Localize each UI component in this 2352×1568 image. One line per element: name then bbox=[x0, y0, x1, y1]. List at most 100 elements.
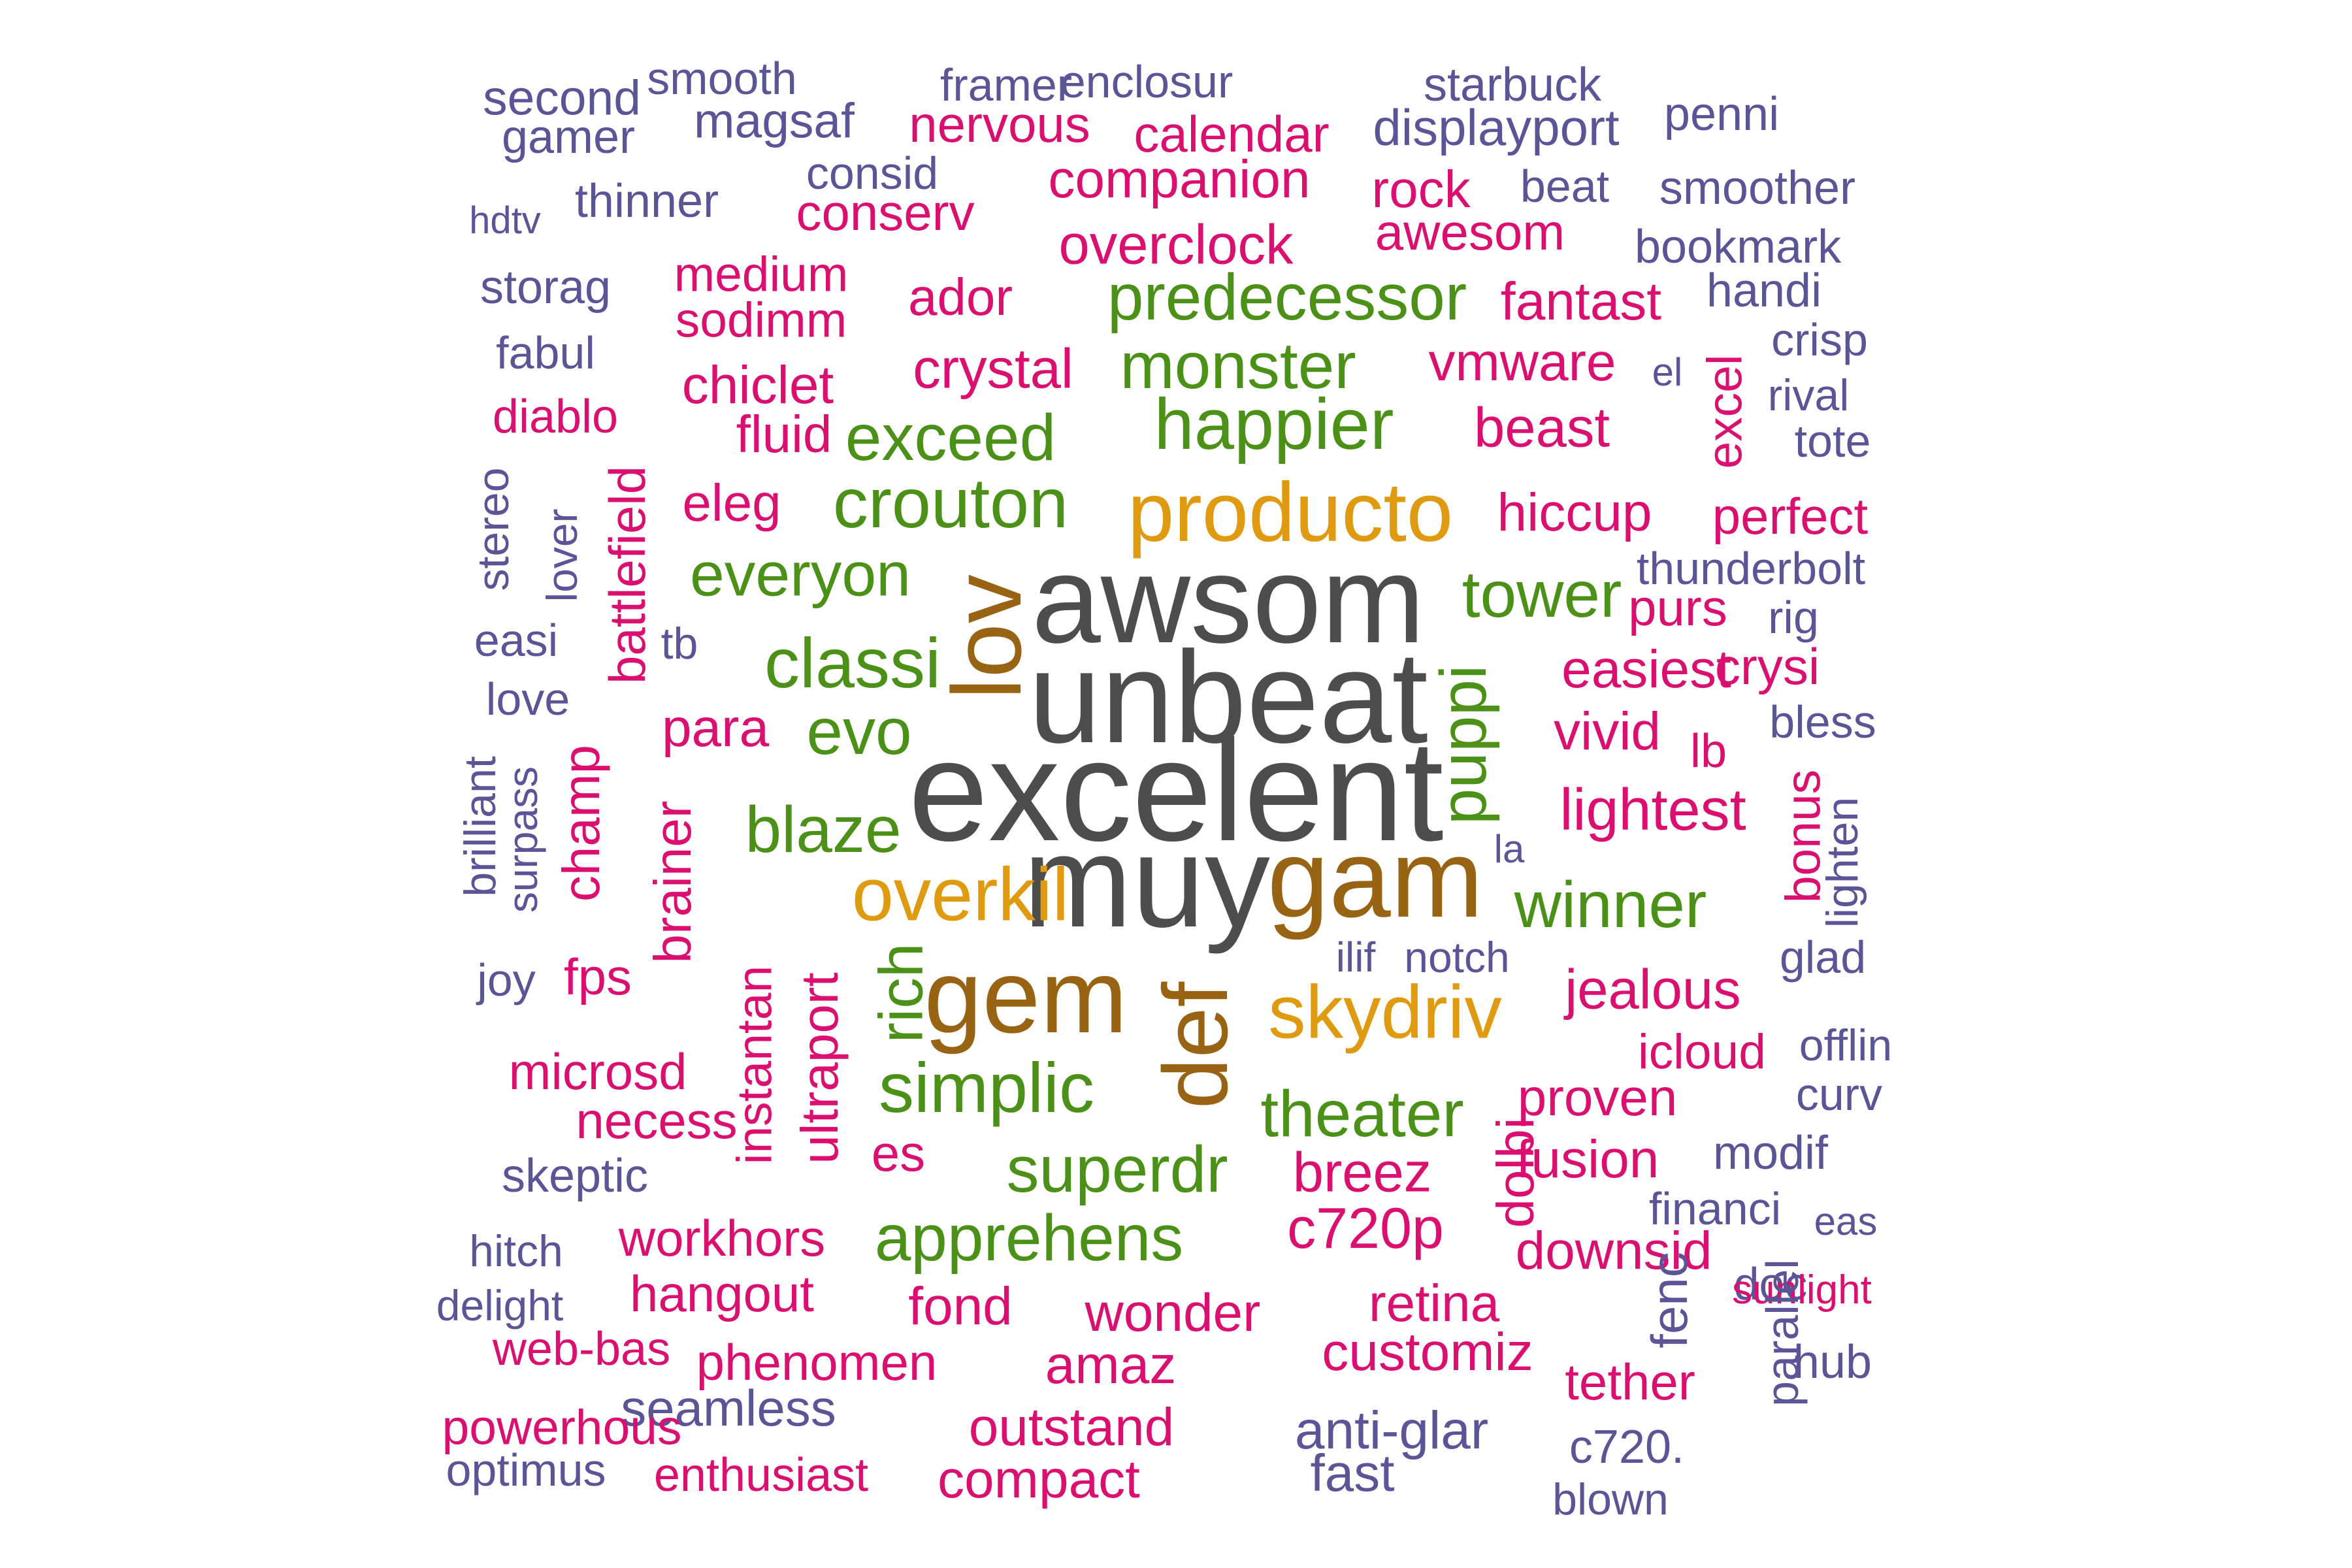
cloud-word: thinner bbox=[574, 175, 719, 227]
cloud-word: phenomen bbox=[696, 1333, 938, 1391]
cloud-word: offlin bbox=[1799, 1021, 1893, 1070]
cloud-word: para bbox=[661, 698, 770, 758]
cloud-word: everyon bbox=[690, 540, 911, 610]
cloud-word: battlefield bbox=[598, 466, 656, 684]
cloud-word: tether bbox=[1565, 1353, 1695, 1411]
cloud-word: stereo bbox=[468, 467, 518, 591]
cloud-word: fps bbox=[563, 948, 632, 1005]
cloud-word: second bbox=[483, 70, 641, 125]
cloud-word: enthusiast bbox=[653, 1449, 869, 1501]
cloud-word: conserv bbox=[796, 184, 975, 241]
cloud-word: hitch bbox=[469, 1226, 563, 1276]
cloud-word: starbuck bbox=[1423, 59, 1602, 111]
cloud-word: vivid bbox=[1553, 702, 1661, 761]
cloud-word: tb bbox=[661, 619, 698, 668]
cloud-word: crysi bbox=[1714, 638, 1820, 695]
cloud-word: anti-glar bbox=[1294, 1401, 1489, 1460]
cloud-word: sunlight bbox=[1732, 1267, 1872, 1313]
cloud-word: compact bbox=[938, 1450, 1140, 1509]
cloud-word: exceed bbox=[845, 401, 1056, 474]
cloud-word: lightest bbox=[1560, 777, 1746, 843]
cloud-word: gamer bbox=[501, 111, 636, 163]
cloud-word: la bbox=[1494, 827, 1525, 871]
cloud-word: fusion bbox=[1516, 1130, 1659, 1189]
cloud-word: easiest bbox=[1561, 640, 1731, 699]
cloud-word: sodimm bbox=[675, 292, 847, 348]
cloud-word: jealous bbox=[1565, 958, 1741, 1021]
cloud-word: eleg bbox=[682, 474, 781, 532]
cloud-word: def bbox=[1144, 981, 1247, 1109]
cloud-word: blown bbox=[1552, 1475, 1669, 1524]
cloud-word: storag bbox=[480, 261, 612, 314]
cloud-word: crystal bbox=[913, 338, 1073, 400]
cloud-word: vmware bbox=[1428, 333, 1616, 392]
cloud-word: notch bbox=[1404, 933, 1510, 981]
cloud-word: monster bbox=[1120, 329, 1356, 402]
cloud-word: smooth bbox=[647, 53, 797, 104]
cloud-word: lover bbox=[538, 508, 586, 602]
cloud-word: proven bbox=[1517, 1068, 1678, 1126]
cloud-word: excelent bbox=[908, 710, 1444, 871]
cloud-word: ador bbox=[907, 268, 1013, 326]
cloud-word: puppi bbox=[1427, 664, 1500, 825]
cloud-word: skeptic bbox=[501, 1150, 649, 1202]
cloud-word: lov bbox=[932, 574, 1041, 700]
cloud-word: surpass bbox=[499, 766, 546, 913]
cloud-word: fenc bbox=[1641, 1252, 1698, 1348]
cloud-word: optimus bbox=[446, 1445, 606, 1495]
cloud-word: superdr bbox=[1006, 1133, 1228, 1206]
cloud-word: rich bbox=[866, 943, 936, 1043]
cloud-word: customiz bbox=[1322, 1322, 1533, 1382]
cloud-word: magsaf bbox=[694, 93, 855, 148]
cloud-word: classi bbox=[764, 623, 941, 702]
cloud-word: bookmark bbox=[1634, 221, 1842, 273]
cloud-word: crisp bbox=[1771, 314, 1868, 365]
cloud-word: crouton bbox=[832, 463, 1069, 542]
cloud-word: tower bbox=[1462, 558, 1622, 631]
cloud-word: awesom bbox=[1375, 203, 1565, 261]
cloud-word: seamless bbox=[621, 1379, 836, 1437]
cloud-word: predecessor bbox=[1107, 261, 1467, 334]
cloud-word: es bbox=[871, 1124, 926, 1182]
cloud-word: fluid bbox=[736, 405, 832, 463]
cloud-word: modif bbox=[1712, 1127, 1829, 1179]
cloud-word: smoother bbox=[1659, 162, 1856, 214]
cloud-word: fond bbox=[908, 1277, 1013, 1336]
cloud-word: powerhous bbox=[442, 1399, 682, 1455]
cloud-word: hdtv bbox=[469, 199, 541, 242]
cloud-word: happier bbox=[1154, 384, 1394, 465]
cloud-word: icloud bbox=[1638, 1024, 1766, 1079]
cloud-word: enclosur bbox=[1060, 56, 1233, 107]
cloud-word: c720p bbox=[1287, 1196, 1444, 1260]
cloud-word: el bbox=[1652, 350, 1683, 394]
cloud-word: perfect bbox=[1712, 487, 1869, 545]
cloud-word: awsom bbox=[1032, 531, 1425, 669]
cloud-word: blaze bbox=[745, 793, 902, 866]
cloud-word: lighten bbox=[1818, 796, 1867, 928]
cloud-word: breez bbox=[1292, 1141, 1432, 1204]
cloud-word: hiccup bbox=[1497, 483, 1652, 542]
cloud-word: displayport bbox=[1373, 99, 1620, 156]
cloud-word: brainer bbox=[644, 800, 702, 964]
cloud-word: microsd bbox=[508, 1043, 687, 1100]
cloud-word: hangout bbox=[630, 1265, 814, 1322]
cloud-word: apprehens bbox=[874, 1201, 1184, 1275]
cloud-word: downsid bbox=[1515, 1221, 1712, 1281]
cloud-word: chiclet bbox=[681, 355, 834, 415]
cloud-word: instantan bbox=[727, 965, 782, 1165]
cloud-word: rig bbox=[1768, 592, 1819, 643]
cloud-word: curv bbox=[1795, 1069, 1883, 1120]
cloud-word: rival bbox=[1767, 370, 1850, 420]
cloud-word: framer bbox=[939, 59, 1073, 110]
cloud-word: diablo bbox=[492, 391, 619, 443]
cloud-word: muy bbox=[1023, 809, 1270, 955]
cloud-word: web-bas bbox=[492, 1323, 671, 1375]
cloud-word: ilif bbox=[1335, 934, 1376, 981]
cloud-word: c720. bbox=[1569, 1421, 1685, 1473]
cloud-word: fabul bbox=[496, 327, 595, 378]
cloud-word: gem bbox=[924, 938, 1128, 1054]
cloud-word: overkil bbox=[851, 853, 1070, 937]
cloud-word: amaz bbox=[1045, 1335, 1177, 1395]
cloud-word: retina bbox=[1368, 1274, 1500, 1332]
